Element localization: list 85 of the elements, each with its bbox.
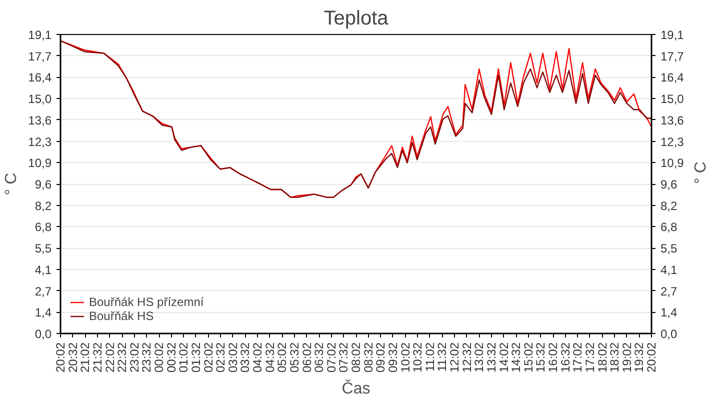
x-tick-label: 18:32 bbox=[608, 342, 622, 373]
y2-tick-label: 15,0 bbox=[660, 92, 684, 106]
x-tick-label: 15:02 bbox=[521, 342, 536, 373]
y-tick-label: 0,0 bbox=[34, 327, 52, 341]
x-tick-label: 21:02 bbox=[78, 342, 92, 373]
x-tick-label: 17:32 bbox=[582, 342, 597, 373]
x-tick-label: 12:02 bbox=[448, 342, 462, 373]
x-tick-label: 15:32 bbox=[534, 342, 548, 373]
x-tick-label: 00:32 bbox=[164, 342, 178, 373]
y-tick-label: 2,7 bbox=[34, 284, 52, 298]
x-tick-label: 18:02 bbox=[595, 342, 610, 373]
y2-tick-label: 8,2 bbox=[660, 198, 678, 213]
x-tick-label: 06:32 bbox=[312, 342, 326, 373]
x-tick-label: 13:32 bbox=[484, 342, 498, 373]
x-tick-label: 22:02 bbox=[102, 342, 117, 373]
x-tick-label: 03:02 bbox=[226, 342, 240, 373]
x-tick-label: 10:32 bbox=[410, 342, 425, 373]
x-tick-label: 20:02 bbox=[644, 342, 658, 373]
x-tick-label: 06:02 bbox=[300, 342, 314, 373]
x-tick-label: 02:32 bbox=[214, 342, 228, 373]
y2-axis-title: ° C bbox=[692, 162, 710, 184]
x-tick-label: 00:02 bbox=[152, 342, 166, 373]
y2-tick-label: 16,4 bbox=[660, 70, 684, 85]
x-tick-label: 13:02 bbox=[472, 342, 486, 373]
x-tick-label: 20:02 bbox=[54, 342, 68, 373]
y2-tick-label: 9,6 bbox=[660, 178, 678, 192]
x-tick-label: 14:32 bbox=[509, 342, 524, 373]
x-tick-label: 08:02 bbox=[349, 342, 363, 373]
legend-label: Bouřňák HS bbox=[89, 309, 154, 323]
x-axis-title: Čas bbox=[342, 380, 370, 398]
y-tick-label: 16,4 bbox=[28, 70, 52, 85]
x-tick-label: 20:32 bbox=[66, 342, 80, 373]
y-tick-label: 15,0 bbox=[28, 92, 52, 106]
y2-tick-label: 12,3 bbox=[660, 134, 684, 149]
chart-title: Teplota bbox=[324, 8, 390, 30]
y2-tick-label: 19,1 bbox=[660, 28, 684, 42]
y2-tick-label: 0,0 bbox=[660, 327, 678, 341]
x-tick-label: 19:02 bbox=[620, 342, 634, 373]
x-tick-label: 04:32 bbox=[262, 342, 277, 373]
x-tick-label: 16:32 bbox=[558, 342, 572, 373]
x-tick-label: 09:32 bbox=[386, 342, 400, 373]
y-axis-title: ° C bbox=[3, 172, 20, 196]
y2-tick-label: 4,1 bbox=[660, 262, 678, 277]
y2-tick-label: 17,7 bbox=[660, 49, 684, 64]
y2-tick-label: 10,9 bbox=[660, 156, 684, 170]
y-tick-label: 13,6 bbox=[28, 113, 52, 128]
x-tick-label: 05:02 bbox=[275, 342, 290, 373]
x-tick-label: 08:32 bbox=[361, 342, 376, 373]
y-tick-label: 5,5 bbox=[34, 242, 52, 256]
legend-label: Bouřňák HS přízemní bbox=[89, 295, 204, 309]
x-tick-label: 23:02 bbox=[127, 342, 142, 373]
x-tick-label: 16:02 bbox=[546, 342, 560, 373]
y-tick-label: 1,4 bbox=[34, 306, 52, 320]
x-tick-label: 04:02 bbox=[250, 342, 264, 373]
x-tick-label: 10:02 bbox=[398, 342, 412, 373]
x-tick-label: 05:32 bbox=[287, 342, 302, 373]
x-tick-label: 11:02 bbox=[422, 342, 437, 372]
x-tick-label: 02:02 bbox=[201, 342, 216, 373]
x-tick-label: 22:32 bbox=[115, 342, 130, 373]
x-tick-label: 03:32 bbox=[238, 342, 252, 373]
y-tick-label: 12,3 bbox=[28, 134, 52, 149]
y2-tick-label: 5,5 bbox=[660, 242, 678, 256]
y2-tick-label: 6,8 bbox=[660, 220, 678, 234]
x-tick-label: 01:02 bbox=[176, 342, 191, 373]
x-tick-label: 21:32 bbox=[90, 342, 104, 373]
y-tick-label: 10,9 bbox=[28, 156, 52, 170]
x-tick-label: 17:02 bbox=[570, 342, 585, 373]
y-tick-label: 8,2 bbox=[34, 198, 52, 213]
y2-tick-label: 2,7 bbox=[660, 284, 678, 298]
x-tick-label: 09:02 bbox=[374, 342, 388, 373]
y-tick-label: 6,8 bbox=[34, 220, 52, 234]
y-tick-label: 17,7 bbox=[28, 49, 52, 64]
y-tick-label: 4,1 bbox=[34, 262, 52, 277]
y-tick-label: 9,6 bbox=[34, 178, 52, 192]
y2-tick-label: 13,6 bbox=[660, 113, 684, 128]
x-tick-label: 19:32 bbox=[632, 342, 646, 373]
x-tick-label: 11:32 bbox=[435, 342, 450, 372]
y-tick-label: 19,1 bbox=[28, 28, 52, 42]
x-tick-label: 07:32 bbox=[336, 342, 351, 373]
y2-tick-label: 1,4 bbox=[660, 306, 678, 320]
x-tick-label: 23:32 bbox=[140, 342, 154, 373]
x-tick-label: 12:32 bbox=[460, 342, 474, 373]
x-tick-label: 07:02 bbox=[324, 342, 338, 373]
x-tick-label: 01:32 bbox=[188, 342, 203, 373]
x-tick-label: 14:02 bbox=[496, 342, 511, 373]
